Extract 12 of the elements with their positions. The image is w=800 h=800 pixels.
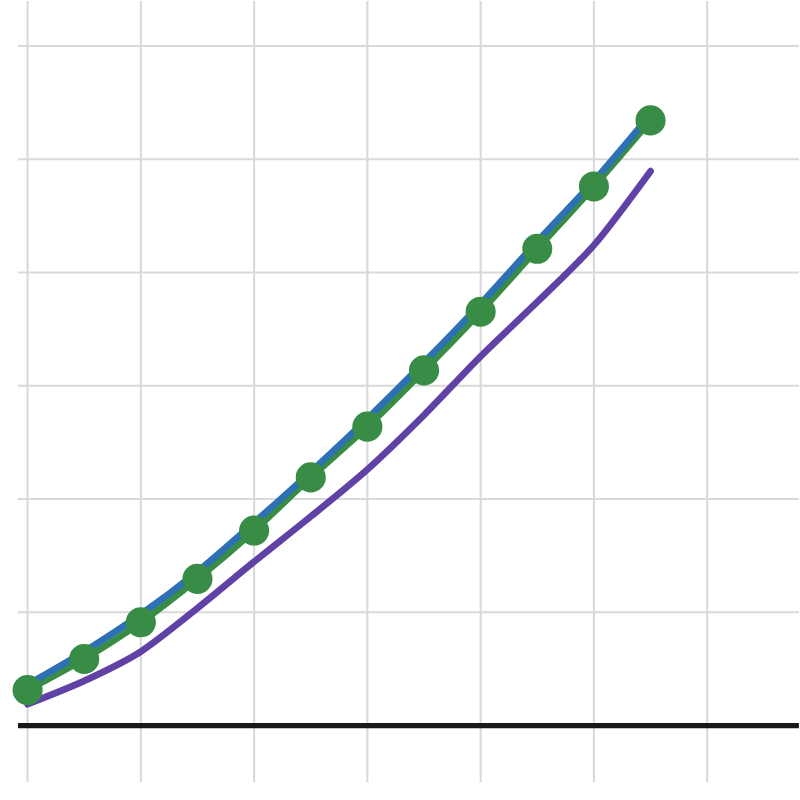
point xyxy=(522,233,553,264)
point xyxy=(69,643,100,674)
point xyxy=(352,411,383,442)
point xyxy=(578,171,609,202)
point xyxy=(125,607,156,638)
point xyxy=(465,296,496,327)
point xyxy=(295,462,326,493)
point xyxy=(12,675,43,706)
point xyxy=(635,105,666,136)
point xyxy=(239,515,270,546)
point xyxy=(182,563,213,594)
point xyxy=(408,355,440,386)
